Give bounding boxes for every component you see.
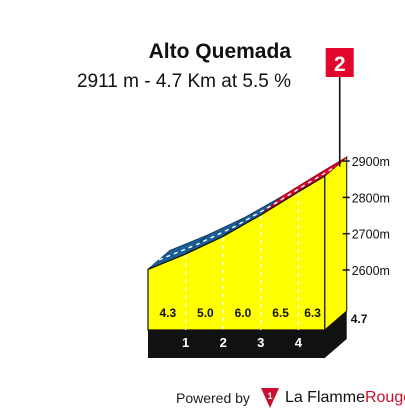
attribution-footer: Powered by 1 La FlammeRouge: [176, 387, 405, 409]
gradient-label: 5.0: [197, 306, 214, 320]
total-distance-label: 4.7: [351, 312, 368, 326]
brand-name: La FlammeRouge: [285, 389, 405, 407]
altitude-tick-label: 2600m: [352, 264, 390, 278]
end-face: [325, 157, 347, 330]
brand-name-accent: Rouge: [365, 389, 405, 406]
powered-by-text: Powered by: [176, 390, 250, 406]
flamme-rouge-logo-icon: 1: [260, 387, 280, 409]
altitude-tick-label: 2800m: [352, 191, 390, 205]
gradient-label: 6.3: [304, 306, 321, 320]
svg-text:1: 1: [267, 391, 272, 401]
km-marker-label: 2: [220, 335, 227, 350]
summit-flag-label: 2: [334, 53, 346, 76]
gradient-label: 4.3: [159, 306, 176, 320]
km-marker-label: 1: [182, 335, 189, 350]
km-marker-label: 4: [295, 335, 303, 350]
gradient-label: 6.5: [272, 306, 289, 320]
altitude-tick-label: 2700m: [352, 228, 390, 242]
gradient-label: 6.0: [235, 306, 252, 320]
brand-name-main: La Flamme: [285, 389, 365, 406]
km-marker-label: 3: [257, 335, 264, 350]
altitude-tick-label: 2900m: [352, 155, 390, 169]
